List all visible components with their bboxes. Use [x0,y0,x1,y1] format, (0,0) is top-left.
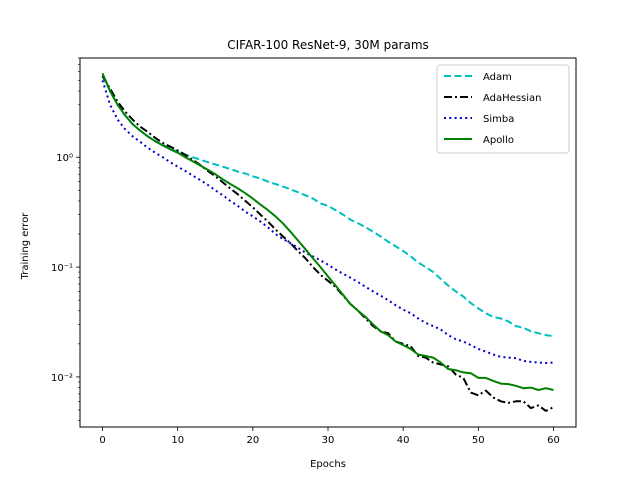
legend-box [436,64,570,154]
x-axis-ticks: 0 10 20 30 40 50 60 [99,427,560,446]
x-axis-label: Epochs [310,459,346,470]
y-axis-ticks: 10⁻² 10⁻¹ 10⁰ [51,57,80,421]
chart-title: CIFAR-100 ResNet-9, 30M params [227,38,429,52]
legend-label-apollo: Apollo [483,135,514,146]
y-tick-label: 10⁰ [56,153,73,164]
legend-label-adam: Adam [483,72,512,83]
x-tick-label: 30 [322,435,335,446]
series-line-apollo [101,72,554,391]
y-axis-label: Training error [20,212,31,281]
series-lines [101,72,554,412]
legend-label-adahessian: AdaHessian [483,93,541,104]
x-tick-label: 10 [171,435,184,446]
x-tick-label: 20 [246,435,259,446]
y-tick-label: 10⁻² [51,373,73,384]
legend: Adam AdaHessian Simba Apollo [436,64,570,154]
series-line-adahessian [101,75,554,412]
plot-frame [79,57,577,428]
x-tick-label: 50 [472,435,485,446]
x-tick-label: 0 [99,435,105,446]
y-tick-label: 10⁻¹ [51,263,73,274]
legend-label-simba: Simba [483,114,514,125]
x-tick-label: 60 [547,435,560,446]
x-tick-label: 40 [397,435,410,446]
